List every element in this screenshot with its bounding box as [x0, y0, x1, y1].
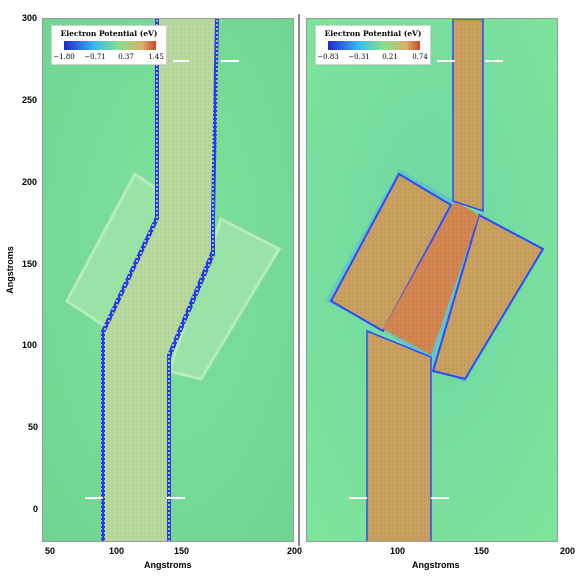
right-top-marker-2 [485, 60, 503, 62]
right-potential-map [307, 19, 557, 541]
left-x-tick-50: 50 [45, 546, 56, 556]
left-x-tick-100: 100 [109, 546, 125, 556]
y-tick-250: 250 [22, 95, 38, 105]
right-bottom-marker-1 [349, 497, 367, 499]
left-legend-tick-4: 1.45 [148, 53, 164, 61]
right-legend-tick-2: −0.31 [348, 53, 370, 61]
left-ribbon-body [105, 19, 215, 541]
left-potential-map [43, 19, 293, 541]
y-axis-label: Angstroms [4, 246, 15, 294]
left-top-marker-2 [221, 60, 239, 62]
left-bottom-marker-1 [85, 497, 103, 499]
right-graphene-flake-left [329, 172, 453, 333]
left-x-tick-150: 150 [174, 546, 190, 556]
right-ribbon-bottom [366, 329, 432, 541]
y-tick-0: 0 [33, 504, 39, 514]
left-legend-tick-2: −0.71 [84, 53, 106, 61]
left-bottom-marker-2 [167, 497, 185, 499]
right-bottom-marker-2 [431, 497, 449, 499]
left-potential-panel: Electron Potential (eV) −1.80 −0.71 0.37… [42, 18, 294, 542]
left-x-axis-label: Angstroms [144, 560, 192, 570]
right-colorbar-legend: Electron Potential (eV) −0.83 −0.31 0.21… [315, 25, 431, 65]
left-top-marker-1 [173, 60, 189, 62]
right-x-axis-label: Angstroms [412, 560, 460, 570]
right-x-tick-200: 200 [560, 546, 576, 556]
y-tick-50: 50 [28, 422, 39, 432]
left-colorbar-legend: Electron Potential (eV) −1.80 −0.71 0.37… [51, 25, 167, 65]
right-ribbon-center [383, 201, 479, 355]
right-x-tick-100: 100 [390, 546, 406, 556]
left-legend-title: Electron Potential (eV) [60, 29, 158, 38]
right-graphene-flake-right [431, 213, 545, 381]
right-potential-panel: Electron Potential (eV) −0.83 −0.31 0.21… [306, 18, 558, 542]
right-legend-title: Electron Potential (eV) [324, 29, 422, 38]
right-ribbon-top [452, 19, 484, 213]
y-tick-200: 200 [22, 177, 38, 187]
right-top-marker-1 [437, 60, 455, 62]
right-legend-tick-4: 0.74 [412, 53, 428, 61]
left-colorbar [64, 41, 156, 50]
right-colorbar [328, 41, 420, 50]
right-legend-tick-3: 0.21 [382, 53, 398, 61]
y-tick-150: 150 [22, 259, 38, 269]
right-legend-tick-1: −0.83 [317, 53, 339, 61]
left-legend-tick-3: 0.37 [118, 53, 134, 61]
left-legend-tick-1: −1.80 [53, 53, 75, 61]
left-x-tick-200: 200 [287, 546, 303, 556]
y-tick-300: 300 [22, 13, 38, 23]
y-tick-100: 100 [22, 340, 38, 350]
panel-divider [298, 14, 300, 546]
right-x-tick-150: 150 [474, 546, 490, 556]
